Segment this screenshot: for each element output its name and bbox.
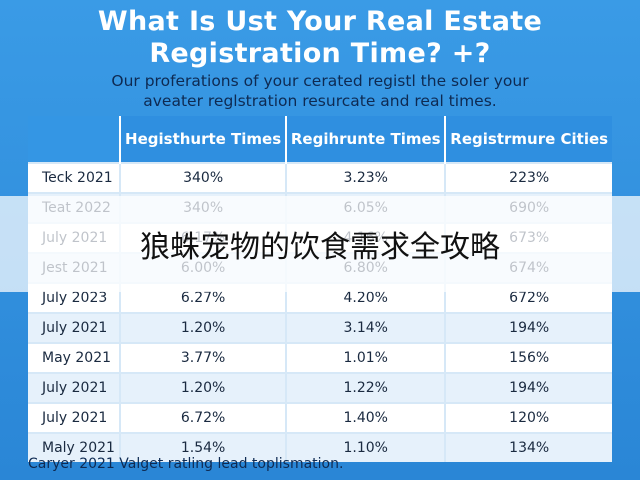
table-cell: 340%	[119, 162, 287, 193]
table-row: Maly 2021 1.54% 1.10% 134%	[28, 432, 612, 462]
subtitle-line: aveater reglstration resurcate and real …	[143, 92, 497, 110]
subtitle-line: Our proferations of your cerated registl…	[111, 72, 529, 90]
table-cell: 1.01%	[285, 342, 446, 373]
table-cell: 194%	[444, 312, 612, 343]
table-cell: 1.10%	[285, 432, 446, 462]
table-cell: 120%	[444, 402, 612, 433]
table-cell: 1.20%	[119, 372, 287, 403]
table-row: July 2021 1.20% 3.14% 194%	[28, 312, 612, 343]
table-cell: 3.14%	[285, 312, 446, 343]
table-cell: 156%	[444, 342, 612, 373]
column-header: Regihrunte Times	[285, 116, 446, 163]
table-cell: July 2021	[28, 312, 121, 343]
table-cell: 1.20%	[119, 312, 287, 343]
table-cell: 6.72%	[119, 402, 287, 433]
table-row: May 2021 3.77% 1.01% 156%	[28, 342, 612, 373]
table-cell: 194%	[444, 372, 612, 403]
table-cell: May 2021	[28, 342, 121, 373]
table-cell: 1.40%	[285, 402, 446, 433]
table-cell: Teck 2021	[28, 162, 121, 193]
corner	[28, 116, 121, 163]
table-cell: July 2021	[28, 402, 121, 433]
title-line: What Is Ust Your Real Estate	[97, 6, 543, 37]
column-header: Hegisthurte Times	[119, 116, 287, 163]
title-line: Registration Time? +?	[149, 38, 491, 69]
table-cell: 3.23%	[285, 162, 446, 193]
header-row: Hegisthurte Times Regihrunte Times Registr…	[28, 116, 612, 163]
table-cell: 134%	[444, 432, 612, 462]
table-cell: 3.77%	[119, 342, 287, 373]
table-row: July 2021 1.20% 1.22% 194%	[28, 372, 612, 403]
table-cell: Maly 2021	[28, 432, 121, 462]
table-row: July 2021 6.72% 1.40% 120%	[28, 402, 612, 433]
footer: Caryer 2021 Valget ratling lead toplisma…	[28, 456, 344, 472]
table-cell: July 2021	[28, 372, 121, 403]
column-header: Registrmure Cities	[444, 116, 612, 163]
table-cell: 1.22%	[285, 372, 446, 403]
table-cell: 1.54%	[119, 432, 287, 462]
table-row: Teck 2021 340% 3.23% 223%	[28, 162, 612, 193]
overlay-banner: 狼蛛宠物的饮食需求全攻略	[0, 196, 640, 292]
table-cell: 223%	[444, 162, 612, 193]
